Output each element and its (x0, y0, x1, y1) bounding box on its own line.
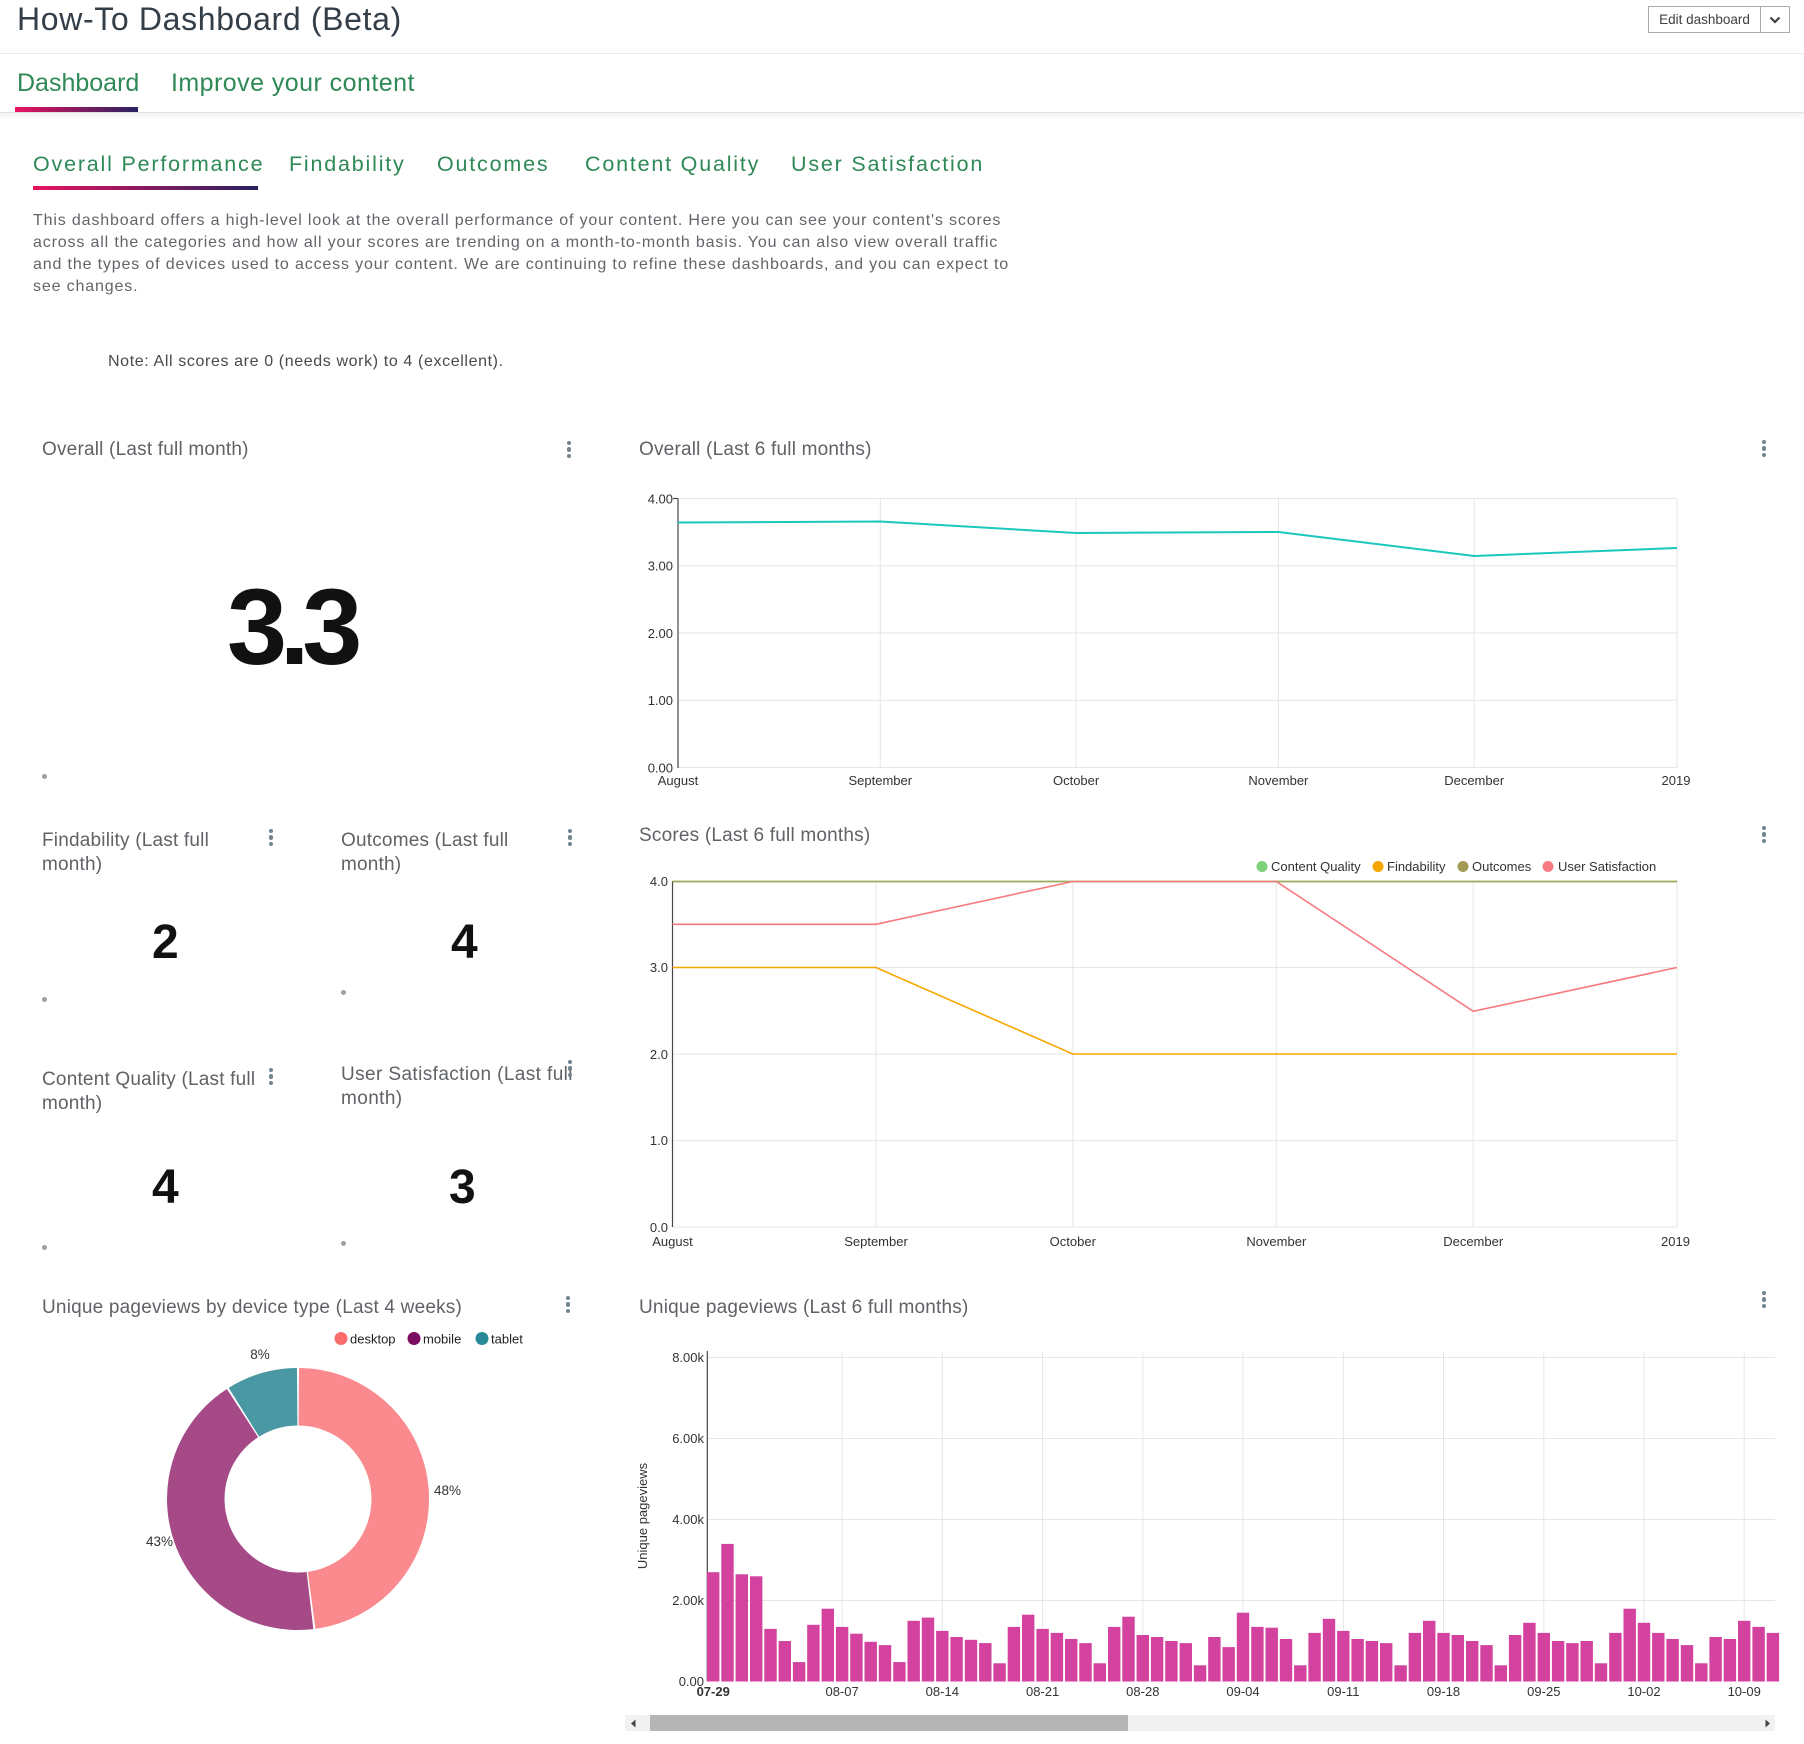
svg-text:10-02: 10-02 (1627, 1684, 1660, 1699)
svg-text:08-21: 08-21 (1026, 1684, 1059, 1699)
svg-text:8.00k: 8.00k (672, 1350, 704, 1365)
svg-text:48%: 48% (434, 1483, 461, 1498)
svg-text:1.0: 1.0 (650, 1133, 668, 1148)
svg-text:2.0: 2.0 (650, 1047, 668, 1062)
svg-text:November: November (1248, 773, 1309, 788)
svg-text:4.00k: 4.00k (672, 1512, 704, 1527)
svg-text:August: August (652, 1234, 693, 1249)
svg-text:desktop: desktop (350, 1332, 396, 1347)
svg-text:November: November (1246, 1234, 1307, 1249)
svg-text:09-18: 09-18 (1427, 1684, 1460, 1699)
svg-text:2.00: 2.00 (648, 626, 673, 641)
svg-text:tablet: tablet (491, 1332, 523, 1347)
svg-text:2.00k: 2.00k (672, 1593, 704, 1608)
svg-text:1.00: 1.00 (648, 693, 673, 708)
svg-text:October: October (1053, 773, 1100, 788)
svg-text:09-11: 09-11 (1327, 1684, 1359, 1699)
svg-text:mobile: mobile (423, 1332, 461, 1347)
svg-text:0.00: 0.00 (679, 1674, 704, 1689)
svg-text:Unique pageviews: Unique pageviews (635, 1462, 650, 1569)
svg-text:2019: 2019 (1662, 773, 1691, 788)
svg-text:October: October (1050, 1234, 1097, 1249)
svg-text:8%: 8% (250, 1347, 270, 1362)
svg-text:10-09: 10-09 (1728, 1684, 1761, 1699)
svg-text:2019: 2019 (1661, 1234, 1690, 1249)
svg-text:3.0: 3.0 (650, 960, 668, 975)
svg-text:3.00: 3.00 (648, 559, 673, 574)
svg-text:09-04: 09-04 (1226, 1684, 1259, 1699)
svg-text:0.0: 0.0 (650, 1220, 668, 1235)
svg-text:4.0: 4.0 (650, 874, 668, 889)
svg-text:4.00: 4.00 (648, 491, 673, 506)
svg-text:August: August (658, 773, 699, 788)
svg-text:Findability: Findability (1387, 859, 1446, 874)
svg-text:07-29: 07-29 (697, 1684, 730, 1699)
svg-text:08-28: 08-28 (1126, 1684, 1159, 1699)
svg-text:December: December (1444, 773, 1505, 788)
svg-text:September: September (849, 773, 913, 788)
svg-text:09-25: 09-25 (1527, 1684, 1560, 1699)
svg-text:September: September (844, 1234, 908, 1249)
svg-text:0.00: 0.00 (648, 760, 673, 775)
svg-text:6.00k: 6.00k (672, 1431, 704, 1446)
svg-text:08-14: 08-14 (926, 1684, 959, 1699)
svg-text:08-07: 08-07 (825, 1684, 858, 1699)
svg-text:User Satisfaction: User Satisfaction (1558, 859, 1656, 874)
svg-text:Content Quality: Content Quality (1271, 859, 1361, 874)
svg-text:Outcomes: Outcomes (1472, 859, 1532, 874)
svg-text:December: December (1443, 1234, 1504, 1249)
svg-text:43%: 43% (146, 1534, 173, 1549)
